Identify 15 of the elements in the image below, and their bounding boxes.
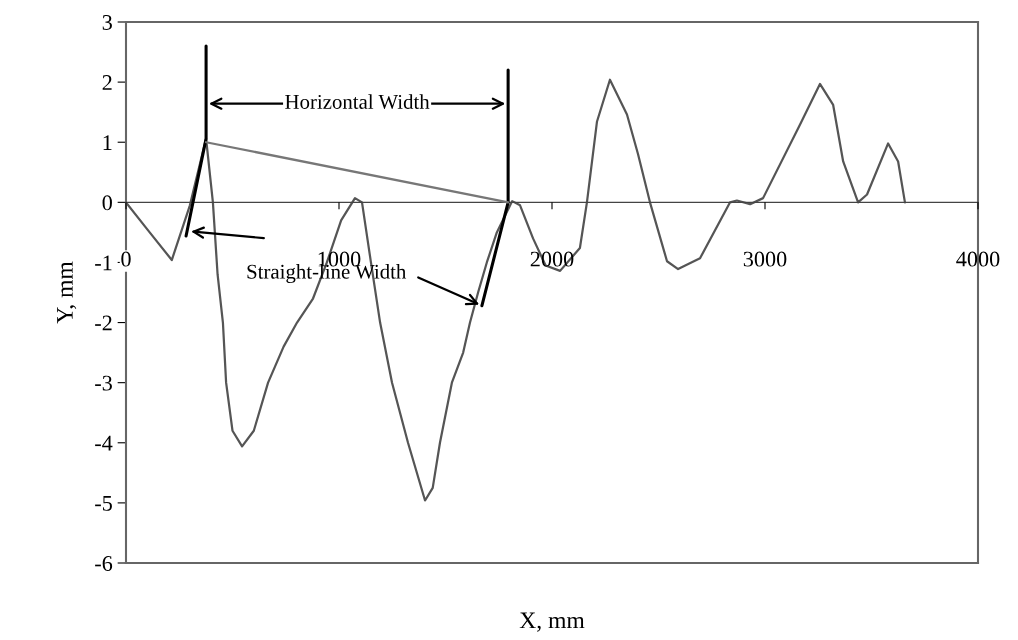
- y-tick-label: 0: [102, 195, 112, 211]
- y-tick-label: 1: [103, 135, 112, 150]
- y-tick-label: -4: [95, 435, 113, 451]
- y-tick-label: 2: [102, 75, 112, 90]
- x-tick-label: 0: [121, 251, 131, 267]
- y-tick-label: -2: [95, 315, 112, 331]
- y-tick-label: -1: [95, 255, 112, 271]
- x-axis-title: X, mm: [519, 612, 585, 632]
- annotation: Horizontal Width: [285, 94, 430, 110]
- y-tick-label: -6: [95, 555, 113, 571]
- y-axis-title: Y, mm: [57, 261, 77, 324]
- y-tick-label: 3: [102, 14, 112, 30]
- x-tick-label: 3000: [743, 251, 787, 267]
- y-tick-label: -3: [95, 375, 112, 391]
- y-tick-label: -5: [95, 496, 112, 511]
